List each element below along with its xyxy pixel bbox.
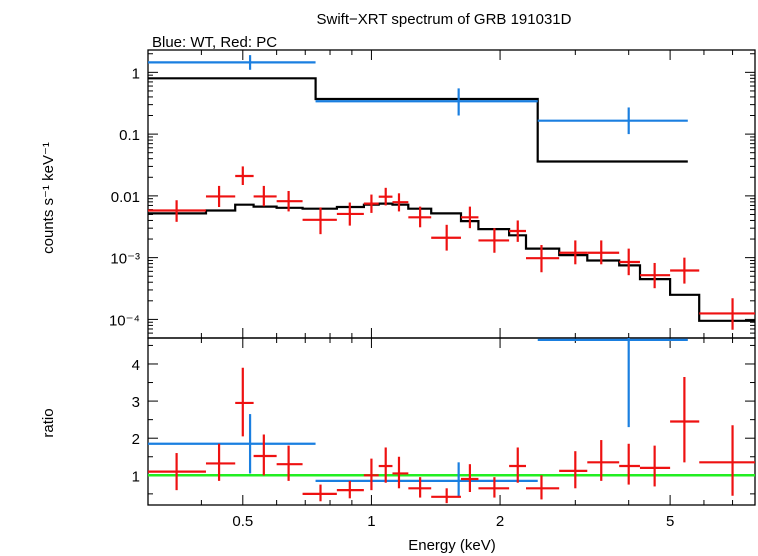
spectrum-y-axis-label: counts s⁻¹ keV⁻¹ (40, 142, 57, 254)
y-tick-label: 4 (132, 357, 140, 374)
y-tick-label: 0.01 (111, 189, 140, 206)
y-tick-label: 3 (132, 394, 140, 411)
y-tick-label: 10⁻³ (110, 251, 140, 268)
ratio-y-axis-label: ratio (40, 408, 57, 437)
ratio-panel: 0.5 1 2 5 1 2 3 4 (132, 337, 756, 530)
ratio-plot-frame (147, 337, 756, 506)
spectrum-plot-frame (147, 49, 756, 339)
y-tick-label: 1 (132, 468, 140, 485)
y-tick-label: 0.1 (119, 127, 140, 144)
y-tick-label: 1 (132, 65, 140, 82)
x-tick-label: 0.5 (232, 513, 253, 530)
x-tick-label: 5 (666, 513, 674, 530)
y-tick-label: 2 (132, 431, 140, 448)
x-tick-label: 2 (496, 513, 504, 530)
wt-model-line (148, 77, 688, 163)
x-axis-label: Energy (keV) (408, 537, 496, 554)
pc-model-line (148, 202, 755, 322)
chart-title: Swift−XRT spectrum of GRB 191031D (317, 11, 572, 28)
y-tick-label: 10⁻⁴ (109, 312, 140, 329)
spectrum-panel: 1 0.1 0.01 10⁻³ 10⁻⁴ (109, 49, 756, 339)
chart-subtitle: Blue: WT, Red: PC (152, 34, 277, 51)
x-tick-label: 1 (367, 513, 375, 530)
